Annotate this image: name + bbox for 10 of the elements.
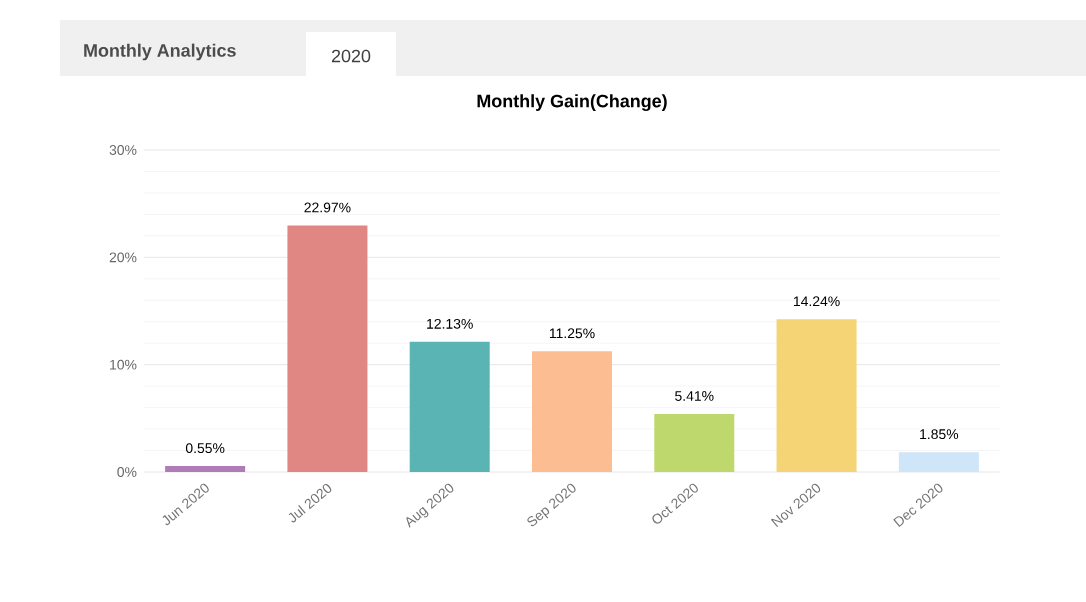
bar [776, 319, 857, 472]
bar [654, 413, 735, 472]
bar [409, 341, 490, 472]
bar [165, 466, 246, 472]
text: 2020 [331, 49, 371, 63]
bar [531, 351, 612, 472]
text: Monthly Analytics [84, 43, 236, 61]
bar [287, 225, 368, 472]
chart-title: Monthly Gain(Change) [477, 94, 667, 112]
bar [898, 452, 979, 472]
